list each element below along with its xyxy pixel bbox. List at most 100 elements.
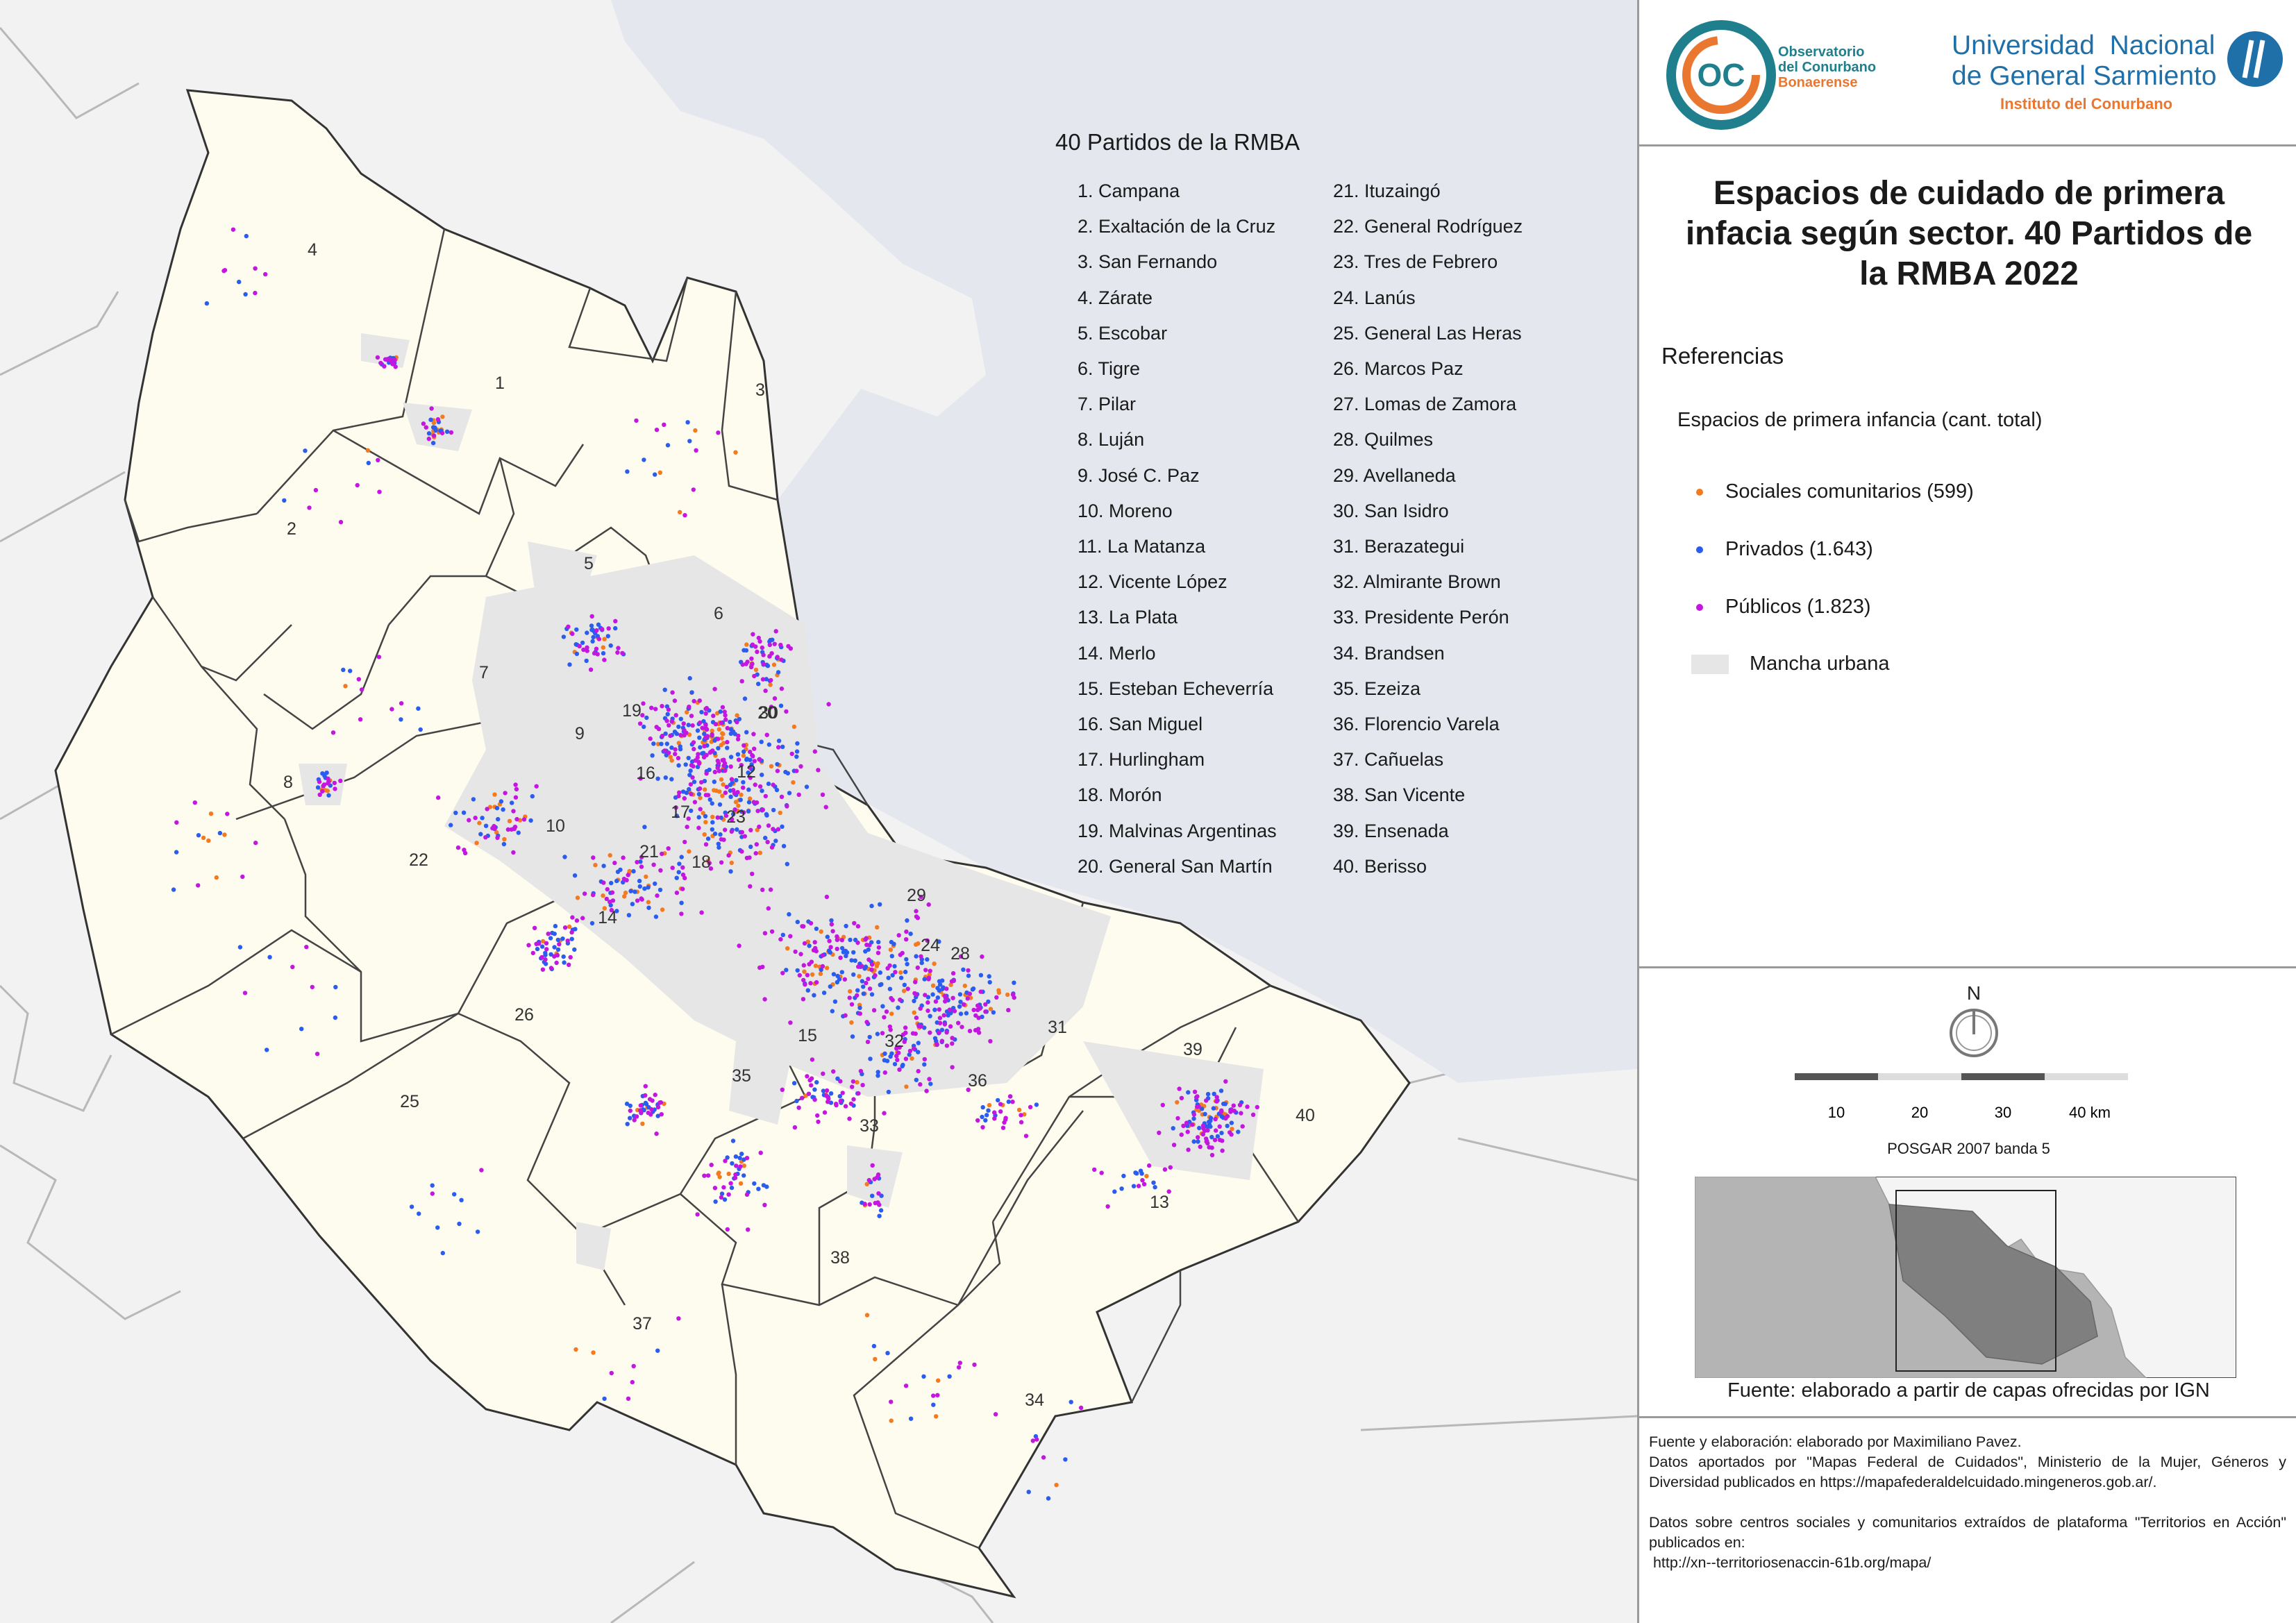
ungs-line2: de General Sarmiento xyxy=(1952,61,2217,91)
point-marker xyxy=(418,727,423,732)
point-marker xyxy=(703,787,707,792)
point-marker xyxy=(735,720,739,725)
point-marker xyxy=(739,763,744,768)
point-marker xyxy=(773,839,778,843)
point-marker xyxy=(866,1177,872,1183)
point-marker xyxy=(726,1171,731,1177)
point-marker xyxy=(650,1098,655,1103)
partido-label: 4 xyxy=(308,240,317,260)
point-marker xyxy=(964,1011,969,1016)
point-marker xyxy=(746,809,751,814)
point-marker xyxy=(716,841,721,846)
point-marker xyxy=(237,279,242,285)
point-marker xyxy=(785,946,790,951)
point-marker xyxy=(516,830,521,835)
point-marker xyxy=(904,937,909,942)
partido-label: 29 xyxy=(907,886,926,905)
point-marker xyxy=(498,799,504,804)
point-marker xyxy=(694,448,698,453)
point-marker xyxy=(596,637,602,641)
point-marker xyxy=(1214,1099,1219,1104)
point-marker xyxy=(684,790,689,796)
point-marker xyxy=(735,752,741,757)
point-marker xyxy=(855,940,860,945)
point-marker xyxy=(860,1082,865,1088)
point-marker xyxy=(705,1173,711,1178)
point-marker xyxy=(710,814,715,820)
point-marker xyxy=(657,887,663,893)
partido-list-item: 16. San Miguel xyxy=(1078,714,1203,735)
point-marker xyxy=(855,924,861,929)
point-marker xyxy=(926,902,931,907)
point-marker xyxy=(744,1192,750,1197)
point-marker xyxy=(888,1027,893,1032)
point-marker xyxy=(222,832,227,837)
partido-label: 33 xyxy=(860,1116,879,1136)
point-marker xyxy=(356,677,361,682)
point-marker xyxy=(725,725,730,731)
point-marker xyxy=(204,301,210,306)
point-marker xyxy=(471,797,476,802)
point-marker xyxy=(310,984,315,990)
partido-list-item: 28. Quilmes xyxy=(1333,429,1434,451)
point-marker xyxy=(1012,980,1016,985)
rio-de-la-plata xyxy=(611,0,1637,1083)
point-marker xyxy=(908,932,913,936)
point-marker xyxy=(893,970,898,975)
point-marker xyxy=(595,652,600,657)
point-marker xyxy=(495,835,500,841)
point-marker xyxy=(1225,1113,1230,1119)
point-marker xyxy=(795,919,801,925)
point-marker xyxy=(763,793,769,799)
point-marker xyxy=(876,1191,881,1196)
point-marker xyxy=(574,627,579,632)
point-marker xyxy=(734,777,739,783)
point-marker xyxy=(681,721,686,726)
point-marker xyxy=(589,920,595,926)
point-marker xyxy=(907,1052,912,1057)
point-marker xyxy=(730,1161,735,1166)
map-area[interactable]: 1 2 3 4 5 6 7 8 9 10 12 13 14 15 16 17 18 19 20 21 22 23 24 25 2… xyxy=(0,0,1637,1623)
point-marker xyxy=(699,709,704,714)
partido-list-item: 20. General San Martín xyxy=(1078,855,1273,877)
point-marker xyxy=(980,1125,985,1130)
point-marker xyxy=(717,768,722,773)
point-marker xyxy=(644,874,648,880)
point-marker xyxy=(988,1038,993,1044)
point-marker xyxy=(756,635,762,641)
point-marker xyxy=(580,916,585,920)
point-marker xyxy=(409,1204,414,1209)
point-marker xyxy=(569,936,574,941)
point-marker xyxy=(552,954,557,959)
point-marker xyxy=(978,989,983,994)
partido-label: 22 xyxy=(409,850,428,870)
point-marker xyxy=(758,1150,763,1155)
point-marker xyxy=(762,1202,767,1208)
point-marker xyxy=(869,962,875,967)
point-marker xyxy=(898,975,904,980)
point-marker xyxy=(544,941,549,946)
point-marker xyxy=(737,1155,742,1161)
point-marker xyxy=(430,1191,435,1196)
point-marker xyxy=(201,835,206,841)
point-marker xyxy=(719,721,724,725)
partido-label: 8 xyxy=(283,773,293,792)
point-marker xyxy=(703,711,708,716)
point-marker xyxy=(688,768,693,773)
point-marker xyxy=(739,1152,744,1157)
point-marker xyxy=(741,785,746,790)
point-marker xyxy=(736,803,741,808)
point-marker xyxy=(689,791,694,797)
point-marker xyxy=(821,1088,826,1093)
point-marker xyxy=(864,936,869,941)
point-marker xyxy=(835,937,840,943)
point-marker xyxy=(820,792,826,798)
point-marker xyxy=(431,433,437,438)
point-marker xyxy=(996,1098,1000,1103)
point-marker xyxy=(878,1208,884,1213)
point-marker xyxy=(692,698,696,704)
point-marker xyxy=(1200,1132,1206,1137)
point-marker xyxy=(983,1002,988,1007)
point-marker xyxy=(449,430,454,435)
point-marker xyxy=(436,795,441,800)
